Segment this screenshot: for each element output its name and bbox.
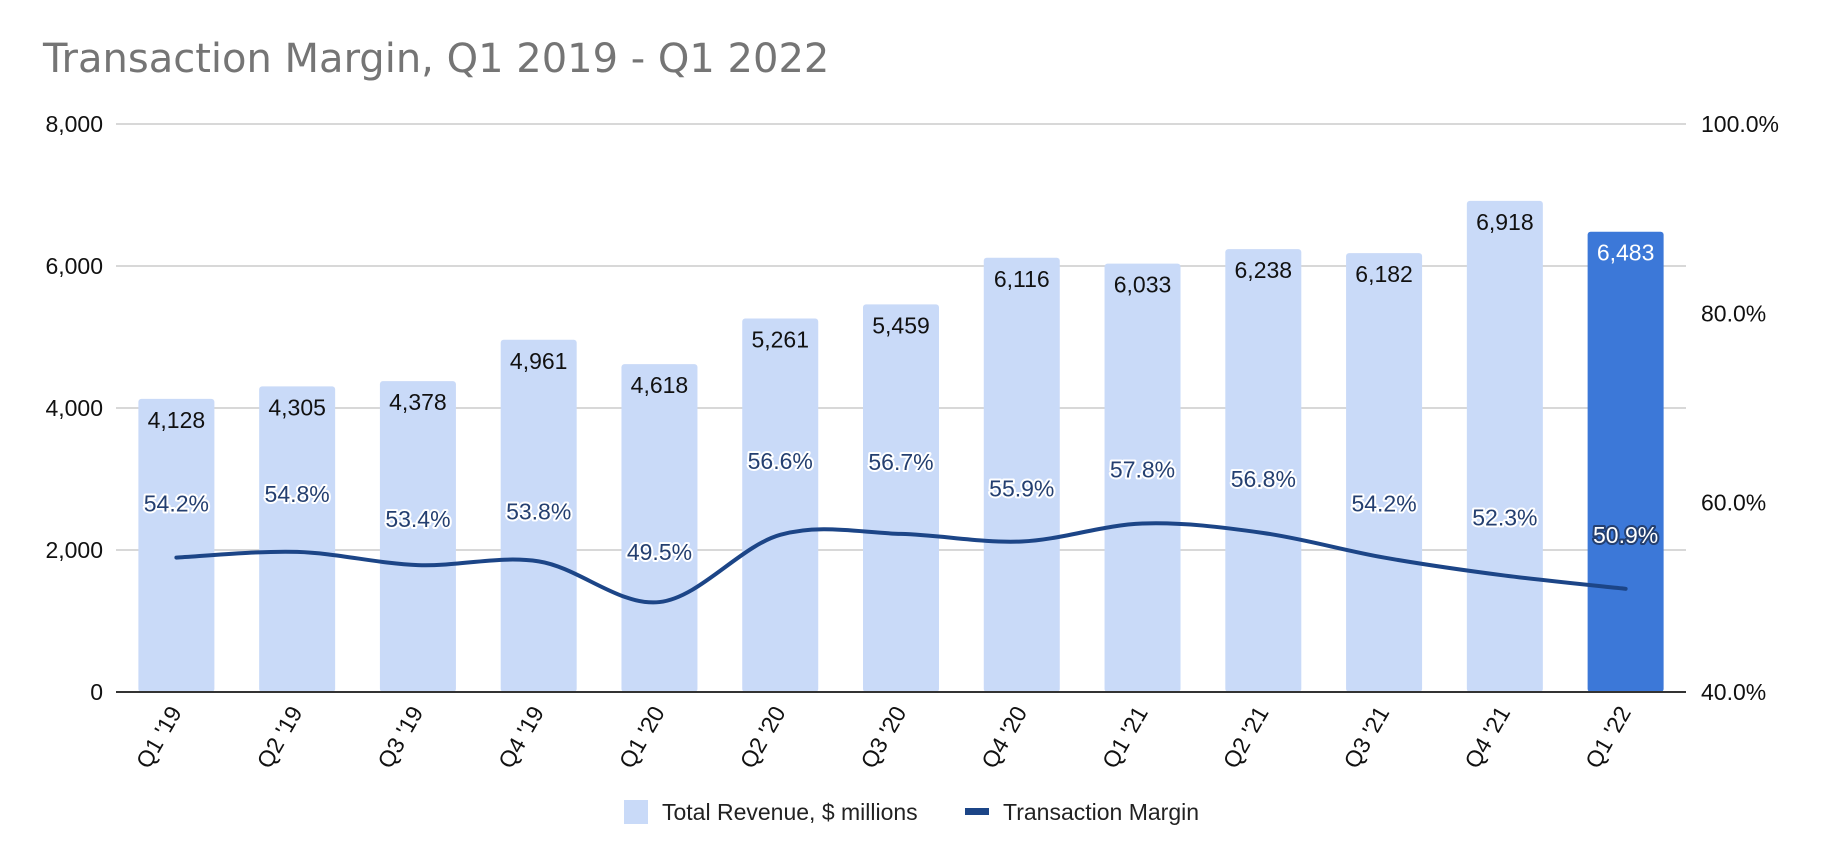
margin-value-label: 56.7% bbox=[868, 449, 933, 475]
margin-value-label: 54.2% bbox=[144, 491, 209, 517]
margin-value-label: 49.5% bbox=[627, 539, 692, 565]
revenue-bar bbox=[1225, 249, 1302, 693]
margin-line-group bbox=[174, 521, 1628, 605]
y-right-tick-label: 60.0% bbox=[1701, 490, 1766, 516]
data-labels: 4,128 4,305 4,378 4,961 4,618 5,261 5,459 6,116… bbox=[142, 209, 1660, 567]
margin-value-label: 54.8% bbox=[265, 481, 330, 507]
revenue-bar bbox=[983, 257, 1060, 692]
margin-value-label: 53.4% bbox=[385, 506, 450, 532]
revenue-value-label: 6,116 bbox=[994, 266, 1050, 292]
legend: Total Revenue, $ millions Transaction Mar… bbox=[624, 799, 1199, 825]
revenue-bar bbox=[1466, 200, 1543, 692]
revenue-bar bbox=[1104, 263, 1181, 692]
revenue-bar bbox=[863, 304, 939, 692]
margin-value-label: 53.8% bbox=[506, 498, 571, 524]
legend-label-revenue: Total Revenue, $ millions bbox=[662, 799, 918, 825]
y-left-tick-label: 8,000 bbox=[45, 111, 103, 137]
revenue-value-label: 6,918 bbox=[1476, 209, 1534, 235]
revenue-bar bbox=[1587, 231, 1664, 692]
revenue-bar bbox=[500, 339, 577, 692]
legend-swatch-revenue bbox=[624, 800, 648, 824]
revenue-value-label: 4,378 bbox=[389, 389, 447, 415]
margin-value-label: 54.2% bbox=[1351, 491, 1416, 517]
revenue-value-label: 6,033 bbox=[1114, 272, 1172, 298]
revenue-bar bbox=[1346, 253, 1423, 692]
revenue-bar bbox=[259, 386, 336, 692]
revenue-bars bbox=[138, 200, 1664, 693]
revenue-bar bbox=[138, 398, 215, 692]
y-left-tick-label: 6,000 bbox=[45, 253, 103, 279]
legend-label-margin: Transaction Margin bbox=[1003, 799, 1199, 825]
revenue-bar bbox=[379, 381, 456, 692]
revenue-value-label: 6,483 bbox=[1597, 240, 1655, 266]
revenue-bar bbox=[621, 364, 698, 692]
revenue-value-label: 5,261 bbox=[751, 326, 809, 352]
y-right-tick-label: 100.0% bbox=[1701, 111, 1779, 137]
y-left-tick-label: 0 bbox=[90, 679, 103, 705]
margin-value-label: 55.9% bbox=[989, 475, 1054, 501]
revenue-value-label: 4,961 bbox=[510, 348, 568, 374]
revenue-value-label: 6,238 bbox=[1235, 257, 1293, 283]
margin-value-label: 56.6% bbox=[748, 448, 813, 474]
revenue-value-label: 4,618 bbox=[631, 372, 689, 398]
y-left-tick-label: 2,000 bbox=[45, 537, 103, 563]
revenue-value-label: 4,305 bbox=[268, 394, 326, 420]
margin-value-label: 57.8% bbox=[1110, 456, 1175, 482]
revenue-value-label: 6,182 bbox=[1355, 261, 1413, 287]
legend-swatch-margin bbox=[965, 808, 989, 815]
margin-value-label: 52.3% bbox=[1472, 505, 1537, 531]
revenue-bar bbox=[742, 318, 819, 692]
margin-line bbox=[174, 521, 1628, 605]
margin-value-label: 56.8% bbox=[1231, 466, 1296, 492]
y-right-tick-label: 80.0% bbox=[1701, 300, 1766, 326]
y-left-tick-label: 4,000 bbox=[45, 395, 103, 421]
revenue-value-label: 4,128 bbox=[148, 407, 206, 433]
margin-value-label: 50.9% bbox=[1593, 522, 1658, 548]
chart-title: Transaction Margin, Q1 2019 - Q1 2022 bbox=[42, 36, 829, 82]
y-right-tick-label: 40.0% bbox=[1701, 679, 1766, 705]
revenue-value-label: 5,459 bbox=[872, 312, 930, 338]
